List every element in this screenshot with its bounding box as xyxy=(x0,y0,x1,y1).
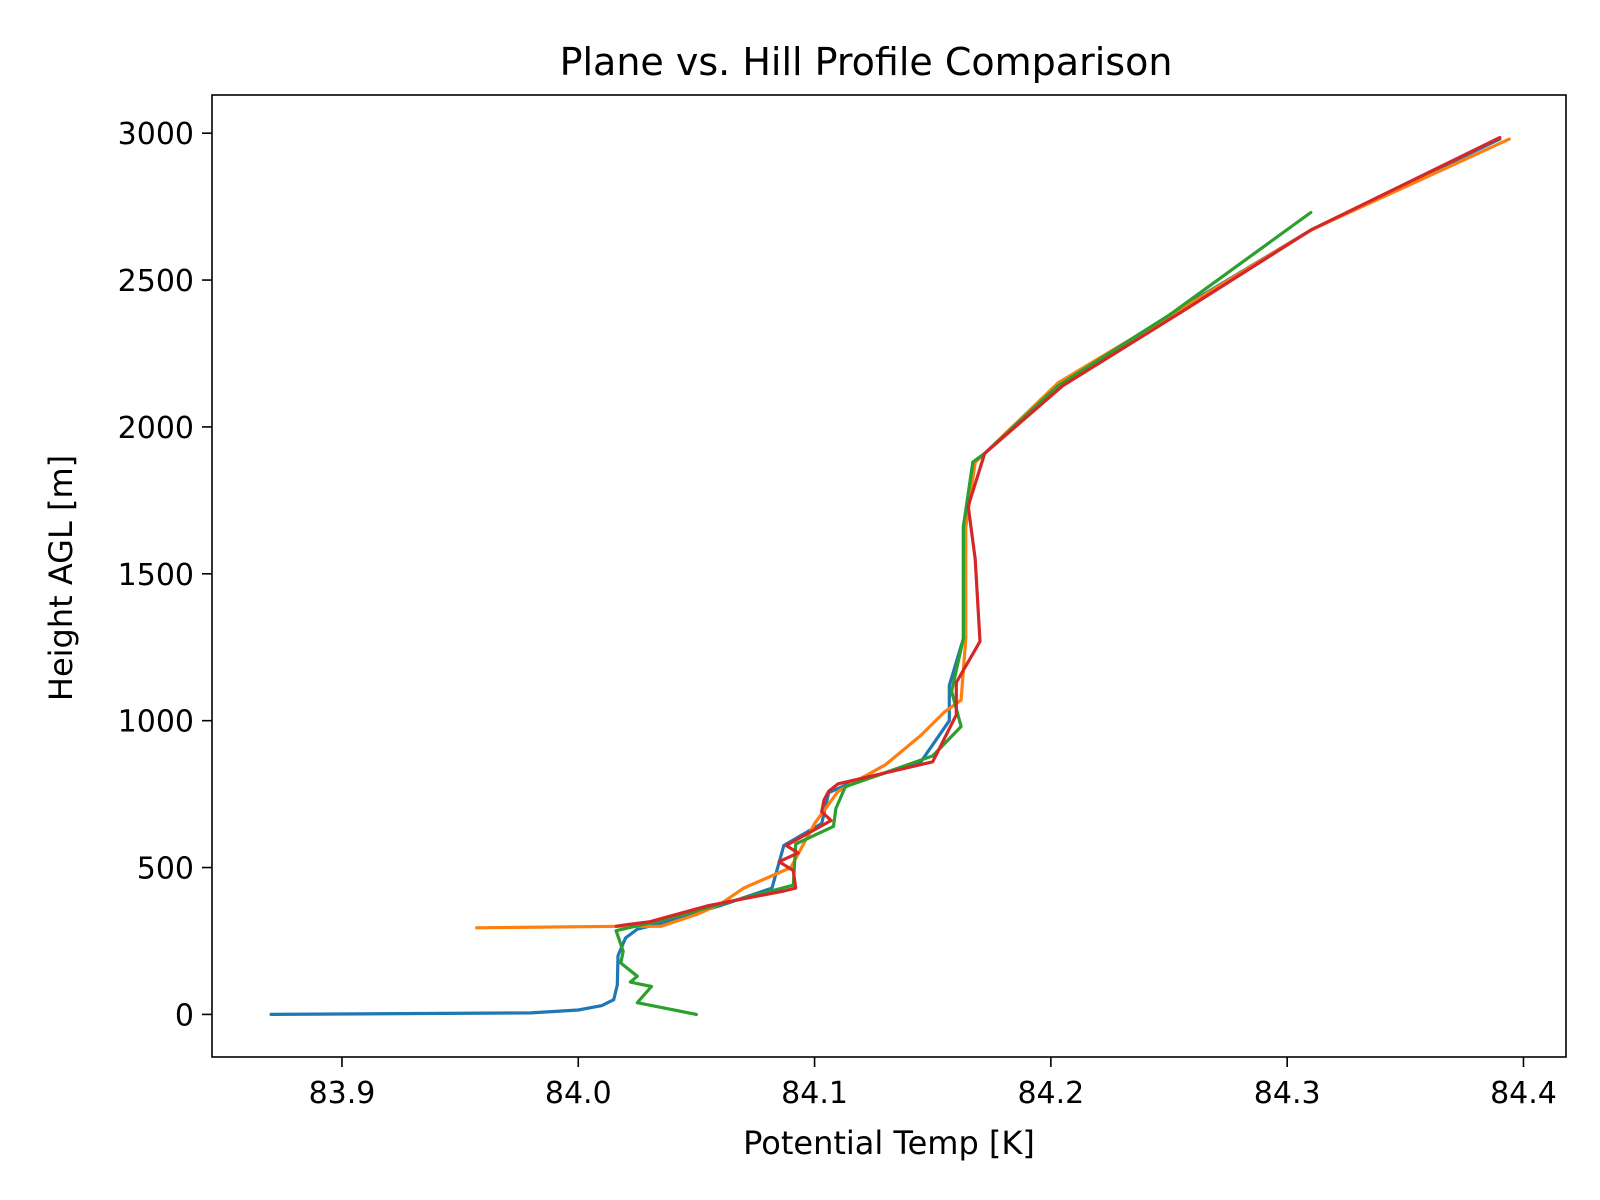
x-tick-label-1: 84.0 xyxy=(545,1076,612,1111)
series-line-2 xyxy=(475,137,1511,930)
y-tick-label-3: 1500 xyxy=(118,558,194,593)
y-tick-label-1: 500 xyxy=(137,852,194,887)
x-axis-label: Potential Temp [K] xyxy=(743,1124,1035,1162)
y-axis-label: Height AGL [m] xyxy=(42,455,80,701)
x-tick-label-5: 84.4 xyxy=(1490,1076,1557,1111)
x-tick-label-3: 84.2 xyxy=(1017,1076,1084,1111)
series-line-1 xyxy=(269,137,1502,1017)
plot-area xyxy=(269,136,1511,1017)
y-tick-label-2: 1000 xyxy=(118,705,194,740)
x-tick-label-0: 83.9 xyxy=(309,1076,376,1111)
y-tick-label-4: 2000 xyxy=(118,411,194,446)
series-line-3 xyxy=(614,210,1313,1017)
chart-title: Plane vs. Hill Profile Comparison xyxy=(560,40,1173,84)
x-axis: 83.9 84.0 84.1 84.2 84.3 84.4 xyxy=(309,1057,1557,1111)
plot-frame xyxy=(211,94,1567,1058)
x-tick-label-2: 84.1 xyxy=(781,1076,848,1111)
x-tick-label-4: 84.3 xyxy=(1254,1076,1321,1111)
y-tick-label-5: 2500 xyxy=(118,264,194,299)
series-line-4 xyxy=(614,136,1502,928)
y-tick-label-6: 3000 xyxy=(118,117,194,152)
y-axis: 0 500 1000 1500 2000 2500 3000 xyxy=(118,117,212,1033)
y-tick-label-0: 0 xyxy=(175,998,194,1033)
